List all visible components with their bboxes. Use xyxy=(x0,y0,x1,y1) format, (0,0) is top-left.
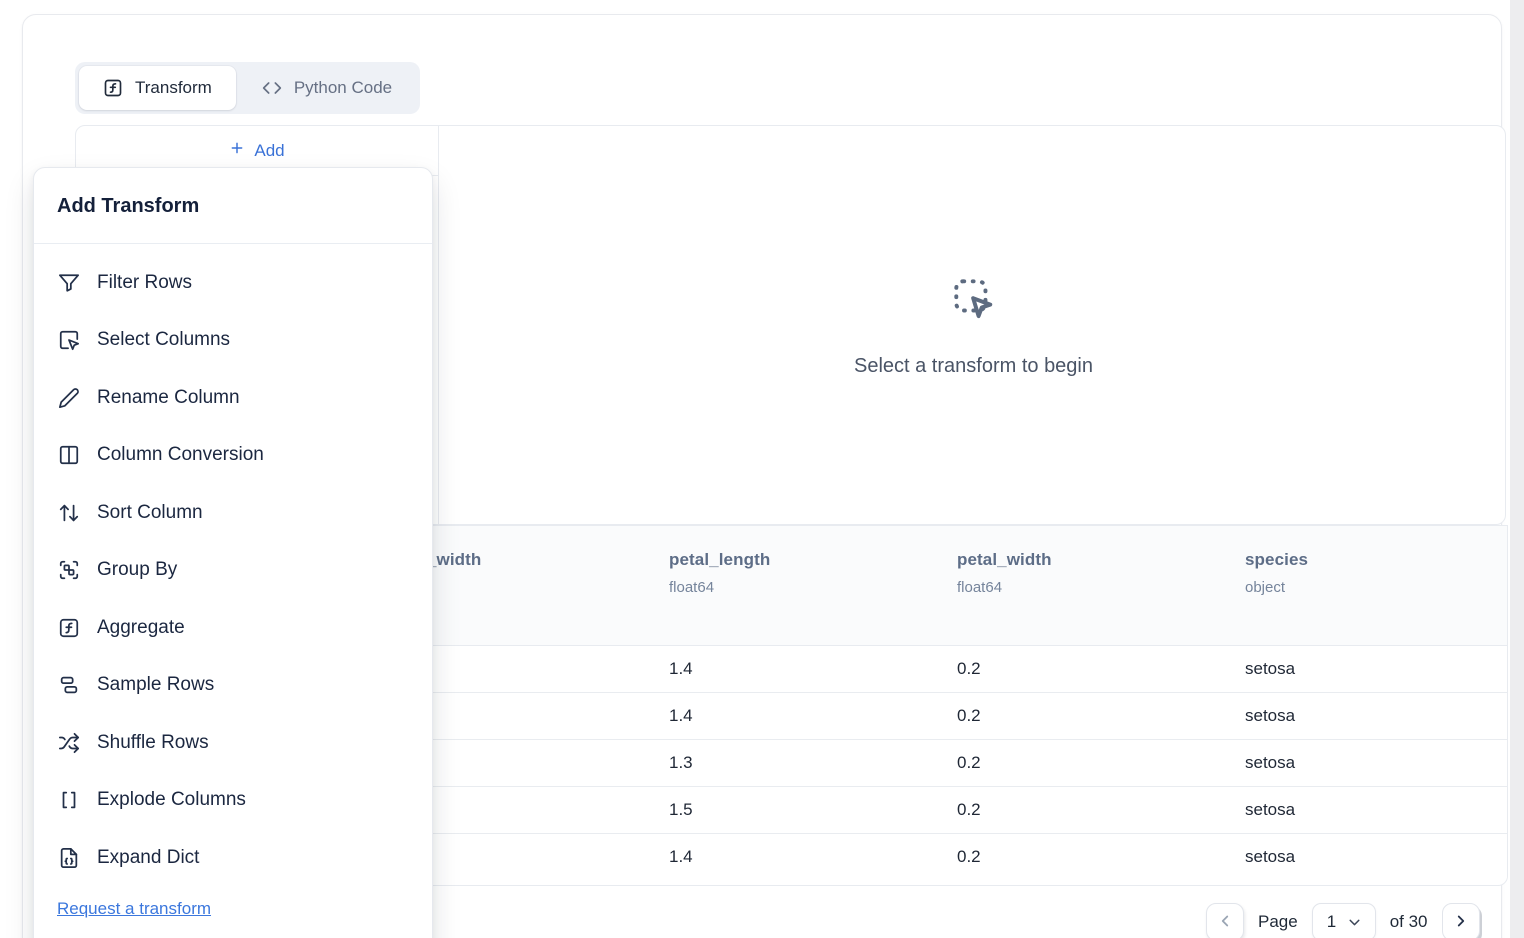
code-icon xyxy=(262,78,282,98)
menu-item-sample-rows[interactable]: Sample Rows xyxy=(34,657,432,715)
column-dtype: float64 xyxy=(669,579,715,596)
menu-item-label: Aggregate xyxy=(97,616,185,638)
table-cell: setosa xyxy=(1176,786,1507,834)
menu-item-label: Sample Rows xyxy=(97,674,215,696)
next-page-button[interactable] xyxy=(1441,903,1480,938)
menu-item-label: Expand Dict xyxy=(97,846,200,868)
plus-icon xyxy=(229,140,245,161)
table-cell: 1.5 xyxy=(600,786,888,834)
page-select-value: 1 xyxy=(1326,912,1337,931)
menu-item-column-conversion[interactable]: Column Conversion xyxy=(34,427,432,485)
column-name: petal_width xyxy=(957,550,1052,569)
table-cell: 1.4 xyxy=(600,833,888,880)
group-icon xyxy=(58,559,80,581)
menu-item-label: Shuffle Rows xyxy=(97,731,209,753)
page-scroll-gutter xyxy=(1510,0,1524,938)
menu-item-explode-columns[interactable]: Explode Columns xyxy=(34,772,432,830)
table-cell: 0.2 xyxy=(888,692,1176,740)
menu-item-expand-dict[interactable]: Expand Dict xyxy=(34,829,432,887)
function-square-icon xyxy=(58,617,80,639)
column-header-petal_length: petal_length float64 xyxy=(600,526,888,646)
function-square-icon xyxy=(103,78,123,98)
page-label: Page xyxy=(1258,912,1298,931)
table-cell: setosa xyxy=(1176,739,1507,787)
dropdown-menu-list: Filter Rows Select Columns Rename Column Co… xyxy=(34,244,432,887)
mouse-pointer-square-dashed-icon xyxy=(949,274,999,329)
menu-item-label: Rename Column xyxy=(97,386,240,408)
shuffle-icon xyxy=(58,732,80,754)
menu-item-sort-column[interactable]: Sort Column xyxy=(34,484,432,542)
empty-state-message: Select a transform to begin xyxy=(853,354,1093,377)
add-transform-dropdown: Add Transform Filter Rows Select Columns R… xyxy=(33,167,433,938)
table-cell: 0.2 xyxy=(888,645,1176,693)
dropdown-title: Add Transform xyxy=(57,195,200,217)
column-dtype: object xyxy=(1245,579,1286,596)
menu-item-rename-column[interactable]: Rename Column xyxy=(34,369,432,427)
menu-item-aggregate[interactable]: Aggregate xyxy=(34,599,432,657)
page-select[interactable]: 1 xyxy=(1311,903,1376,938)
menu-item-label: Sort Column xyxy=(97,501,203,523)
menu-item-group-by[interactable]: Group By xyxy=(34,542,432,600)
tab-transform[interactable]: Transform xyxy=(79,66,236,110)
pagination: Page 1 of 30 xyxy=(1206,901,1480,938)
menu-item-filter-rows[interactable]: Filter Rows xyxy=(34,254,432,312)
prev-page-button[interactable] xyxy=(1206,903,1244,938)
chevron-down-icon xyxy=(1346,914,1363,931)
menu-item-label: Group By xyxy=(97,559,178,581)
columns-icon xyxy=(58,444,80,466)
table-cell: setosa xyxy=(1176,833,1507,880)
dropdown-divider xyxy=(34,243,432,244)
editor-tabbar: Transform Python Code xyxy=(75,62,421,114)
transform-empty-state: Select a transform to begin xyxy=(440,126,1507,525)
chevron-right-icon xyxy=(1452,912,1470,933)
menu-item-label: Filter Rows xyxy=(97,271,193,293)
menu-item-label: Column Conversion xyxy=(97,444,264,466)
brackets-icon xyxy=(58,789,80,811)
ungroup-icon xyxy=(58,674,80,696)
pencil-icon xyxy=(58,387,80,409)
file-braces-icon xyxy=(58,847,80,869)
table-cell: 0.2 xyxy=(888,833,1176,880)
filter-icon xyxy=(58,272,80,294)
table-cell: 1.4 xyxy=(600,692,888,740)
select-columns-icon xyxy=(58,329,80,351)
table-cell: 0.2 xyxy=(888,739,1176,787)
chevron-left-icon xyxy=(1216,912,1234,933)
page-total-label: of 30 xyxy=(1389,912,1428,931)
add-button-label: Add xyxy=(254,140,285,160)
column-dtype: float64 xyxy=(957,579,1003,596)
column-header-petal_width: petal_width float64 xyxy=(888,526,1176,646)
table-cell: 1.3 xyxy=(600,739,888,787)
tab-python-code[interactable]: Python Code xyxy=(238,66,416,110)
menu-item-select-columns[interactable]: Select Columns xyxy=(34,312,432,370)
table-cell: setosa xyxy=(1176,692,1507,740)
arrow-up-down-icon xyxy=(58,502,80,524)
table-cell: setosa xyxy=(1176,645,1507,693)
table-cell: 1.4 xyxy=(600,645,888,693)
request-transform-link[interactable]: Request a transform xyxy=(57,898,212,918)
menu-item-label: Select Columns xyxy=(97,329,231,351)
column-name: petal_length xyxy=(669,550,771,569)
menu-item-shuffle-rows[interactable]: Shuffle Rows xyxy=(34,714,432,772)
tab-transform-label: Transform xyxy=(135,78,212,97)
menu-item-label: Explode Columns xyxy=(97,789,246,811)
column-name: species xyxy=(1245,550,1309,569)
column-header-species: species object xyxy=(1176,526,1507,646)
table-cell: 0.2 xyxy=(888,786,1176,834)
tab-python-code-label: Python Code xyxy=(293,78,393,97)
